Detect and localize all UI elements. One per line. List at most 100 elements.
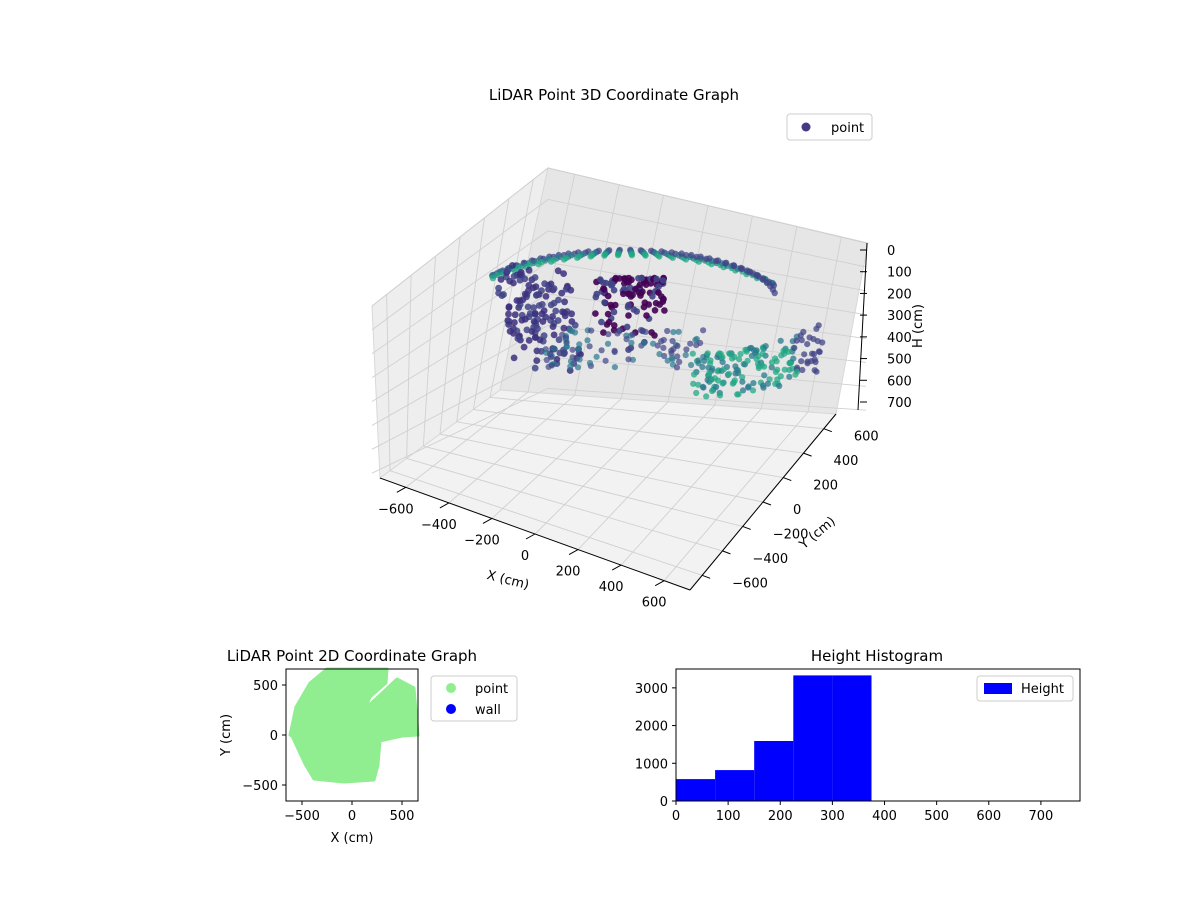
x-tick-label: 0: [672, 809, 680, 824]
x-tick: [525, 533, 536, 540]
lidar-point: [813, 325, 820, 332]
lidar-point: [543, 349, 550, 356]
lidar-point: [513, 327, 521, 335]
y-tick-label: 0: [793, 503, 801, 518]
y-tick-label: 500: [253, 679, 278, 694]
legend-point-label: point: [475, 682, 508, 697]
point-cloud-3d: [488, 246, 826, 400]
lidar-point: [659, 277, 667, 284]
lidar-point: [664, 327, 671, 335]
z-tick-label: 400: [887, 331, 912, 346]
lidar-point: [676, 358, 683, 365]
lidar-point: [563, 343, 571, 350]
lidar-point: [561, 309, 568, 317]
plot2d-legend: point wall: [430, 675, 518, 722]
hist-bar: [754, 741, 794, 801]
grid-line-z: [547, 167, 867, 244]
lidar-point: [547, 258, 555, 265]
x-tick-label: 100: [716, 809, 741, 824]
lidar-point: [700, 327, 707, 334]
lidar-point: [560, 270, 567, 277]
y-tick-label: −600: [732, 576, 768, 591]
lidar-point: [810, 336, 817, 343]
hist-title: Height Histogram: [811, 647, 943, 665]
grid-line-y: [423, 445, 743, 527]
lidar-point: [597, 276, 604, 283]
lidar-point: [786, 373, 793, 380]
plot3d-legend: point: [786, 113, 873, 141]
grid-line-y: [406, 458, 723, 552]
lidar-point: [638, 274, 645, 282]
lidar-point: [533, 291, 541, 298]
lidar-point: [753, 355, 760, 362]
x-tick-label: −500: [284, 809, 320, 824]
lidar-point: [625, 356, 632, 363]
lidar-point: [540, 332, 548, 340]
lidar-point: [524, 303, 532, 311]
lidar-point: [530, 318, 538, 325]
lidar-point: [637, 292, 644, 299]
x-tick: [654, 580, 665, 587]
lidar-point: [750, 270, 757, 277]
y-tick-label: 3000: [635, 682, 668, 697]
hist-bar: [793, 675, 833, 801]
lidar-point: [716, 392, 724, 399]
lidar-point: [574, 364, 582, 371]
lidar-point: [569, 346, 576, 353]
lidar-point: [660, 344, 667, 351]
grid-line-y: [456, 421, 784, 478]
lidar-point: [495, 284, 502, 292]
hist-legend: Height: [976, 675, 1074, 702]
lidar-point: [744, 357, 751, 364]
lidar-point: [703, 393, 710, 400]
lidar-point: [609, 281, 616, 288]
lidar-point: [510, 272, 518, 280]
lidar-point: [550, 331, 558, 339]
lidar-point: [777, 337, 784, 344]
lidar-point: [690, 380, 697, 387]
lidar-point: [682, 352, 689, 359]
lidar-point: [629, 331, 636, 338]
grid-line-z: [547, 199, 867, 268]
y-tick: [701, 574, 711, 579]
lidar-point: [801, 351, 808, 358]
lidar-point: [720, 366, 727, 373]
grid-line-y-wall: [386, 294, 391, 471]
lidar-point: [559, 331, 566, 338]
lidar-point: [620, 290, 627, 298]
y-tick-label: −200: [773, 527, 809, 542]
lidar-point: [633, 308, 640, 315]
x-tick-label: 400: [872, 809, 897, 824]
lidar-point: [730, 262, 737, 269]
x-tick-label: 200: [768, 809, 793, 824]
lidar-point: [592, 310, 599, 317]
lidar-point: [514, 335, 522, 342]
y-tick-label: 600: [854, 430, 879, 445]
lidar-point: [567, 363, 574, 370]
x-axis-line: [379, 477, 691, 591]
lidar-point: [791, 344, 798, 351]
lidar-point: [602, 357, 609, 364]
lidar-point: [640, 340, 648, 347]
lidar-point: [587, 253, 594, 260]
lidar-point: [511, 311, 519, 319]
lidar-point: [568, 310, 575, 318]
x-tick-label: 0: [521, 549, 529, 564]
lidar-point: [586, 343, 593, 350]
lidar-point: [798, 358, 805, 365]
lidar-point: [577, 351, 584, 358]
lidar-point: [709, 387, 716, 395]
lidar-point: [505, 310, 512, 318]
lidar-point: [755, 273, 762, 280]
y-tick-label: 400: [834, 454, 859, 469]
lidar-point: [542, 293, 550, 300]
lidar-point: [574, 254, 581, 261]
lidar-point: [547, 301, 555, 309]
lidar-point: [542, 313, 550, 321]
lidar-point: [655, 283, 662, 290]
lidar-point: [494, 271, 501, 279]
lidar-point: [626, 284, 634, 291]
lidar-point: [737, 264, 744, 272]
grid-line-y-wall: [422, 256, 437, 447]
lidar-point: [688, 361, 695, 369]
